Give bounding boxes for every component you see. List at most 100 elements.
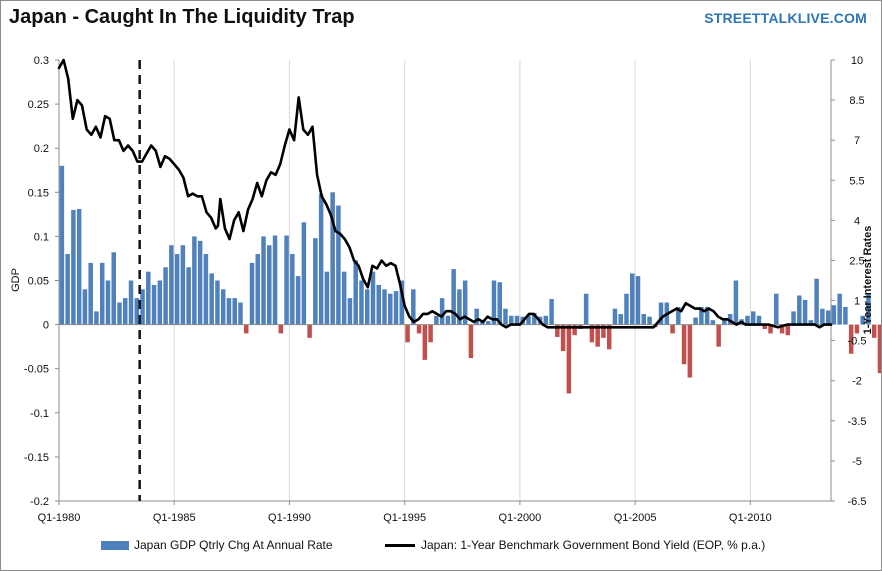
gdp-bar [347,298,353,325]
gdp-bar [434,315,439,325]
gdp-bar [76,209,82,325]
gdp-bar [802,299,808,325]
gdp-bar [197,240,203,325]
y-tick-label-right: -6.5 [848,496,867,508]
x-tick-label: Q1-2000 [498,512,541,524]
gdp-bar [848,324,854,354]
gdp-bar [186,267,191,325]
gdp-bar [399,280,405,325]
gdp-bar [745,315,750,325]
gdp-bar [341,271,347,325]
gdp-bar [566,324,572,394]
gdp-bar [117,302,122,325]
gdp-bar [353,260,358,325]
gdp-bar [65,254,70,325]
gdp-bar [509,315,514,325]
gdp-bar [94,311,99,325]
gridlines [58,60,751,501]
gdp-bar [572,324,577,336]
gdp-bar [560,324,566,352]
gdp-bar [295,276,301,325]
gdp-bar [82,289,88,325]
y-axis-label-left: GDP [10,268,22,292]
gdp-bar [877,324,881,374]
gdp-bar [733,280,739,325]
gdp-bar [750,311,756,325]
gdp-bar [134,298,140,325]
gdp-bar [468,324,474,359]
gdp-bar [601,324,606,338]
y-tick-label-right: -3.5 [848,416,867,428]
gdp-bar [59,165,65,325]
gdp-bar [457,289,462,325]
y-tick-label-right: 8.5 [849,95,864,107]
y-tick-label-right: 10 [851,55,863,67]
gdp-bar [405,324,410,343]
gdp-bar [681,324,687,365]
gdp-bar [422,324,428,360]
y-tick-label-left: 0.1 [34,231,49,243]
gdp-bar [514,315,520,325]
axes [55,59,835,505]
gdp-bar [532,313,537,325]
gdp-bar [825,310,831,325]
gdp-bar [762,324,767,330]
gdp-bar [687,324,693,378]
gdp-bar [359,280,364,325]
gdp-bar [462,280,468,325]
gdp-bar [301,222,307,325]
gdp-bar [232,298,237,325]
y-tick-label-left: 0.25 [28,99,49,111]
gdp-bar [808,320,814,325]
gdp-bar [624,293,629,325]
gdp-bar [272,235,278,325]
legend: Japan GDP Qtrly Chg At Annual Rate Japan… [101,538,861,556]
gdp-bar [364,289,370,325]
gdp-bar [727,314,733,325]
gdp-bar [618,314,623,325]
gdp-bar [382,289,387,325]
gdp-bar [393,291,399,325]
gdp-bar [146,271,151,325]
gdp-bar [324,271,330,325]
gdp-bar [376,284,381,325]
gdp-bar [503,308,508,325]
gdp-bar [658,302,664,325]
gdp-bar [814,278,819,325]
gdp-bars [59,165,881,394]
gdp-bar [871,324,877,338]
gdp-bar [704,306,710,325]
gdp-bar [670,324,675,334]
gdp-bar [439,298,445,325]
gdp-bar [238,302,243,325]
gdp-bar [791,311,796,325]
y-tick-label-left: -0.05 [24,364,49,376]
gdp-bar [837,293,842,325]
gdp-bar [226,298,232,325]
y-tick-label-right: -5 [852,456,862,468]
gdp-bar [336,205,341,325]
gdp-bar [128,280,134,325]
tick-labels: 0.3 0.25 0.2 0.15 0.1 0.05 0 -0.05 -0.1 -0.15 -0.2… [24,55,867,524]
gdp-bar [290,254,295,325]
legend-label-yield: Japan: 1-Year Benchmark Government Bond … [421,538,766,552]
y-tick-label-left: -0.2 [30,496,49,508]
x-tick-label: Q1-2010 [729,512,772,524]
gdp-bar [163,267,168,325]
gdp-bar [428,324,433,343]
gdp-bar [785,324,791,336]
y-tick-label-right: -2 [852,376,862,388]
gdp-bar [612,308,618,325]
gdp-bar [209,273,214,325]
gdp-bar [676,306,681,325]
gdp-bar [549,299,554,325]
gdp-bar [330,192,335,325]
yield-line [57,58,833,329]
gdp-bar [854,324,860,334]
gdp-bar [284,235,289,325]
gdp-bar [451,269,456,325]
y-tick-label-left: -0.15 [24,452,49,464]
y-tick-label-left: 0.15 [28,187,49,199]
